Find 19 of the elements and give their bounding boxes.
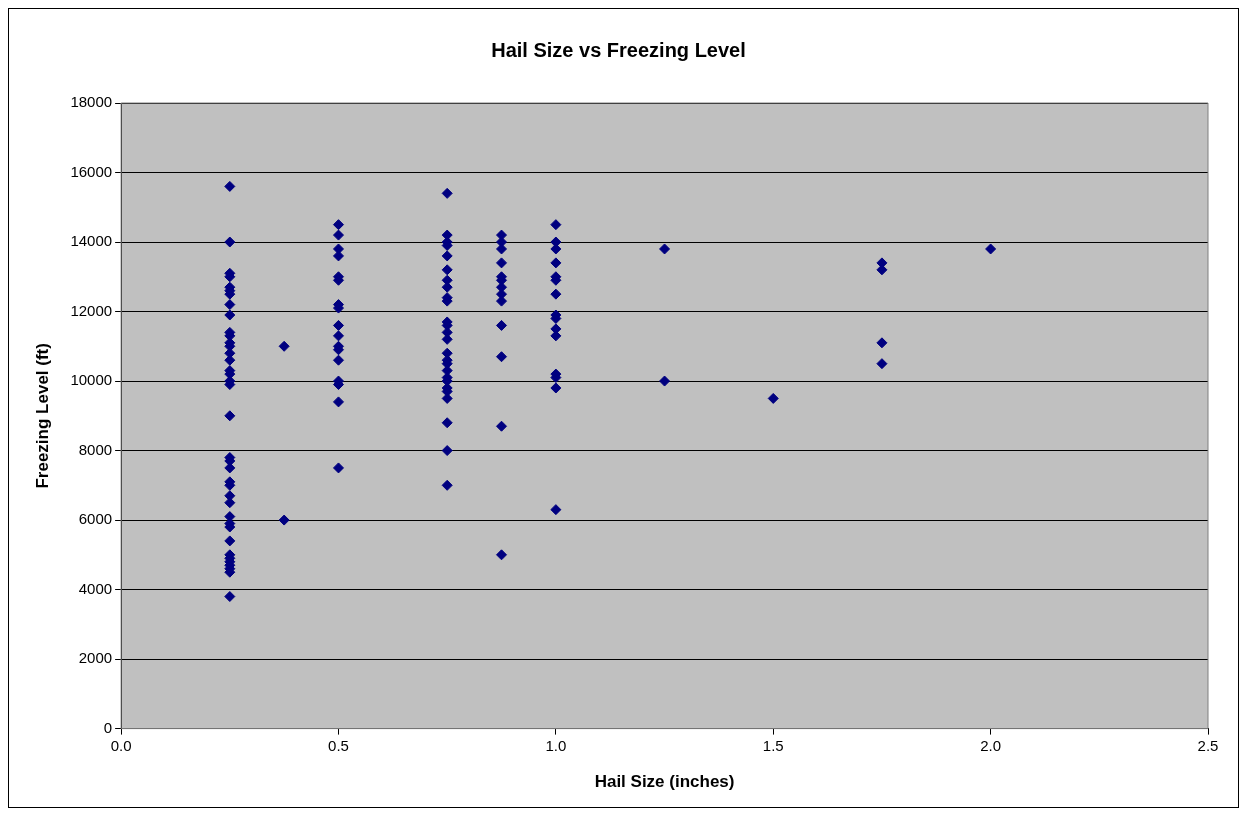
y-tick-label: 6000 [78,510,113,528]
y-tick-label: 2000 [78,649,113,667]
x-tick-label: 1.0 [545,736,567,754]
y-tick-label: 10000 [70,371,113,389]
y-tick-label: 0 [103,718,113,736]
y-tick-label: 16000 [70,162,113,180]
chart-title: Hail Size vs Freezing Level [491,38,746,61]
y-axis-title: Freezing Level (ft) [32,343,52,489]
x-tick-label: 0.0 [110,736,132,754]
y-tick-label: 12000 [70,301,113,319]
x-tick-label: 0.5 [328,736,349,754]
x-axis-title: Hail Size (inches) [594,772,735,792]
y-tick-label: 18000 [70,93,113,111]
x-tick-label: 1.5 [762,736,784,754]
y-tick-label: 4000 [78,579,113,597]
x-tick-label: 2.5 [1197,736,1219,754]
x-tick-label: 2.0 [980,736,1002,754]
y-tick-label: 8000 [78,440,113,458]
y-tick-label: 14000 [70,232,113,250]
